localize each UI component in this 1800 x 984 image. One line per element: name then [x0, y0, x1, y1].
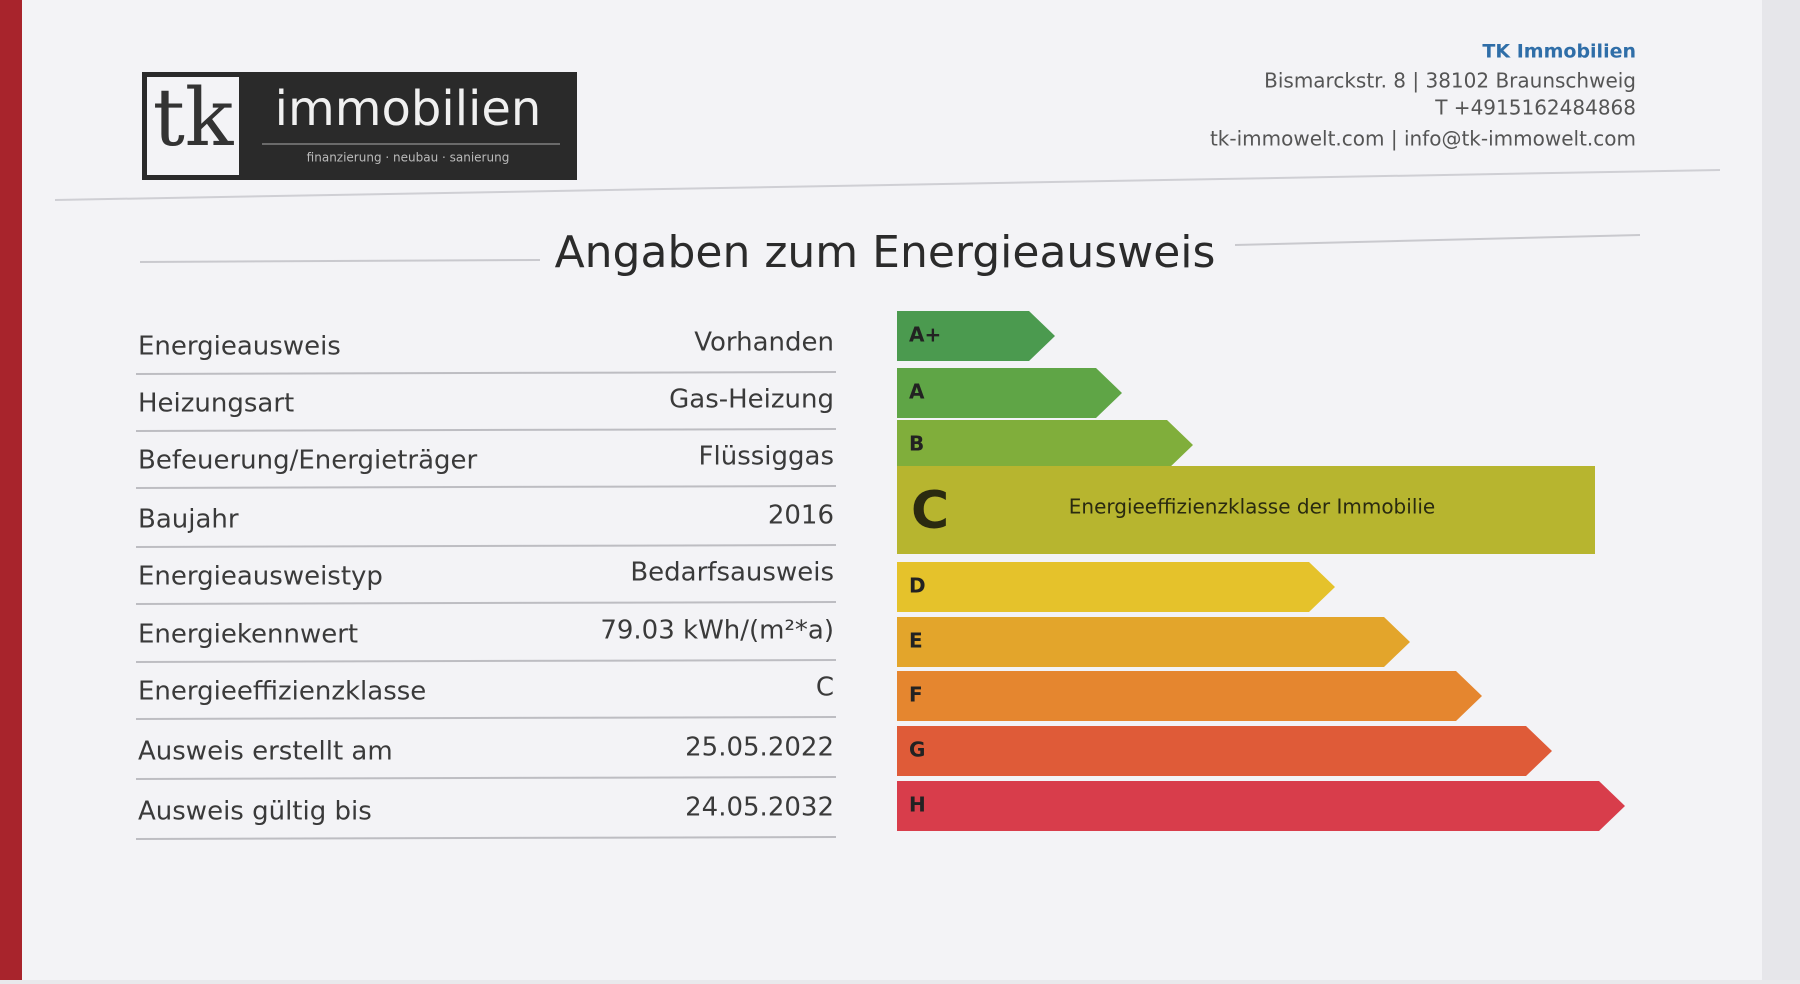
- row-divider: [135, 716, 837, 720]
- row-label: Energieausweistyp: [138, 562, 383, 592]
- row-label: Energieeffizienzklasse: [138, 677, 426, 707]
- class-note: Energieeffizienzklasse der Immobilie: [1069, 495, 1435, 519]
- binder-edge: [0, 0, 22, 980]
- class-bar: [897, 420, 1193, 470]
- class-label: H: [909, 793, 926, 817]
- class-label: F: [909, 683, 923, 707]
- row-label: Heizungsart: [138, 389, 294, 419]
- contact-web: tk-immowelt.com | info@tk-immowelt.com: [1210, 127, 1636, 151]
- row-divider: [135, 428, 837, 432]
- row-value: Gas-Heizung: [669, 385, 834, 415]
- class-bar: [897, 311, 1055, 361]
- contact-company: TK Immobilien: [1482, 41, 1636, 63]
- class-label: B: [909, 432, 924, 456]
- row-divider: [135, 485, 837, 489]
- title-rule-left: [139, 259, 541, 263]
- row-label: Energieausweis: [138, 332, 341, 362]
- row-value: C: [816, 673, 834, 703]
- class-label: D: [909, 574, 926, 598]
- logo-mark-bg: [147, 77, 239, 175]
- row-value: 25.05.2022: [685, 733, 834, 763]
- row-divider: [135, 371, 837, 375]
- class-bar: [897, 368, 1122, 418]
- class-label: E: [909, 629, 923, 653]
- contact-phone: T +4915162484868: [1434, 96, 1636, 120]
- logo-tagline: finanzierung · neubau · sanierung: [307, 151, 510, 165]
- row-divider: [135, 601, 837, 605]
- class-bar: [897, 726, 1552, 776]
- row-label: Energiekennwert: [138, 620, 358, 650]
- class-bar: [897, 671, 1482, 721]
- row-label: Ausweis erstellt am: [138, 737, 393, 767]
- row-divider: [135, 659, 837, 663]
- row-value: 24.05.2032: [685, 793, 834, 823]
- class-label: C: [911, 481, 949, 541]
- class-bar: [897, 562, 1335, 612]
- page-title: Angaben zum Energieausweis: [555, 227, 1216, 278]
- class-bar: [897, 617, 1410, 667]
- logo-mark: tk: [153, 71, 235, 164]
- row-label: Befeuerung/Energieträger: [138, 446, 478, 476]
- row-divider: [135, 776, 837, 780]
- row-value: 79.03 kWh/(m²*a): [600, 616, 834, 646]
- row-divider: [135, 544, 837, 548]
- class-label: G: [909, 738, 925, 762]
- logo-name: immobilien: [275, 81, 542, 137]
- row-label: Baujahr: [138, 505, 239, 535]
- class-label: A+: [909, 323, 941, 347]
- contact-address: Bismarckstr. 8 | 38102 Braunschweig: [1264, 69, 1636, 93]
- class-bar-highlight: [897, 466, 1595, 554]
- row-divider: [135, 836, 837, 840]
- class-bar: [897, 781, 1625, 831]
- class-label: A: [909, 380, 925, 404]
- row-value: Flüssiggas: [699, 442, 834, 472]
- header-rule: [54, 169, 1721, 201]
- row-value: 2016: [768, 501, 834, 531]
- row-value: Bedarfsausweis: [630, 558, 834, 588]
- row-value: Vorhanden: [694, 328, 834, 358]
- title-rule-right: [1234, 234, 1641, 246]
- row-label: Ausweis gültig bis: [138, 797, 372, 827]
